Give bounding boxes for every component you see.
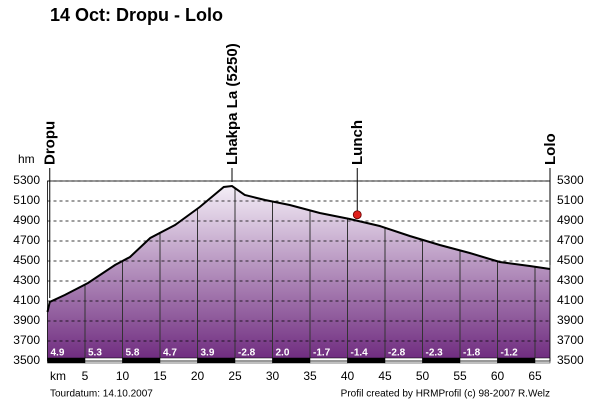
y-tick-label: 4500 [13,253,40,267]
axis-stripe [347,357,386,364]
y-tick-label-right: 4500 [557,253,584,267]
axis-stripe [309,357,348,364]
axis-stripe [422,357,461,364]
y-tick-label: 4700 [13,233,40,247]
plot-frame [47,180,551,362]
y-tick-label: 5300 [13,173,40,187]
gradient-label: -2.3 [426,348,444,359]
profile-line [46,184,551,313]
x-tick-label: 15 [153,369,167,383]
x-tick-label: 45 [378,369,392,383]
axis-stripe [197,357,236,364]
gradient-label: 5.3 [88,348,102,359]
axis-stripe [497,357,536,364]
gradient-label: 4.7 [163,348,177,359]
y-tick-label-right: 3500 [557,353,584,367]
waypoint-label: Dropu [42,121,59,165]
waypoint-label: Lhakpa La (5250) [224,43,241,165]
gradient-label: -1.7 [313,348,331,359]
chart-title: 14 Oct: Dropu - Lolo [50,5,223,25]
axis-stripe [159,357,198,364]
y-tick-label-right: 4900 [557,213,584,227]
y-tick-label: 4100 [13,293,40,307]
x-tick-label: 35 [303,369,317,383]
x-tick-label: 30 [266,369,280,383]
y-tick-label: 5100 [13,193,40,207]
x-tick-label: 20 [191,369,205,383]
x-axis-label: km [50,369,66,383]
x-tick-label: 25 [228,369,242,383]
x-tick-label: 40 [341,369,355,383]
waypoint-label: Lolo [542,133,559,165]
axis-stripe [534,357,551,364]
y-tick-label: 3700 [13,333,40,347]
gradient-label: 4.9 [51,348,65,359]
axis-stripe [122,357,161,364]
gradient-label: 5.8 [126,348,140,359]
gradient-label: -2.8 [238,348,256,359]
y-tick-label-right: 5100 [557,193,584,207]
axis-stripe [272,357,311,364]
axis-stripe [384,357,423,364]
y-tick-label-right: 4300 [557,273,584,287]
y-tick-label-right: 4700 [557,233,584,247]
waypoint-label: Lunch [349,120,366,165]
y-tick-label-right: 5300 [557,173,584,187]
x-tick-label: 60 [491,369,505,383]
axis-stripe [459,357,498,364]
footer-left: Tourdatum: 14.10.2007 [50,389,153,400]
y-tick-label-right: 3900 [557,313,584,327]
gradient-label: 2.0 [276,348,290,359]
x-tick-label: 5 [82,369,89,383]
axis-stripe [84,357,123,364]
x-tick-label: 55 [453,369,467,383]
axis-stripe [47,357,86,364]
y-tick-label: 3500 [13,353,40,367]
y-axis-label: hm [18,152,35,166]
y-tick-label-right: 4100 [557,293,584,307]
footer-right: Profil created by HRMProfil (c) 98-2007 … [341,389,550,400]
y-tick-label: 4300 [13,273,40,287]
gradient-label: 3.9 [201,348,215,359]
x-tick-label: 65 [528,369,542,383]
axis-stripe [234,357,273,364]
x-tick-label: 50 [416,369,430,383]
area-fill [47,186,550,361]
y-tick-label: 4900 [13,213,40,227]
gradient-label: -1.4 [351,348,369,359]
gradient-label: -2.8 [388,348,406,359]
x-tick-label: 10 [116,369,130,383]
y-tick-label-right: 3700 [557,333,584,347]
gradient-label: -1.2 [501,348,519,359]
waypoint-marker [352,210,362,220]
y-tick-label: 3900 [13,313,40,327]
gradient-label: -1.8 [463,348,481,359]
